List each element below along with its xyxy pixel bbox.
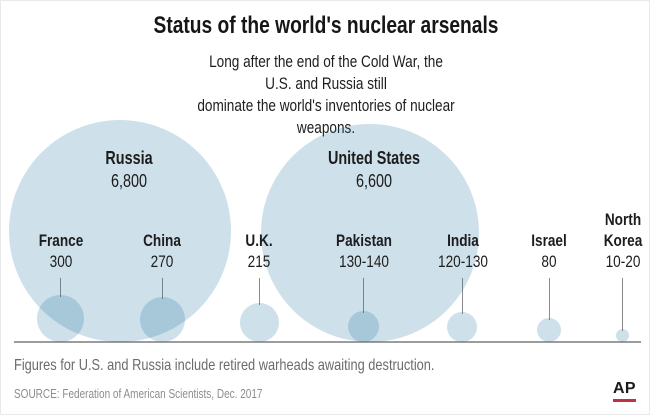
country-name-israel: Israel — [531, 231, 567, 250]
bubble-pakistan — [347, 311, 379, 342]
chart-title: Status of the world's nuclear arsenals — [153, 12, 499, 39]
bubble-israel — [537, 318, 561, 342]
label-france: France 300 — [39, 211, 84, 273]
label-india: India 120-130 — [438, 211, 488, 273]
bubble-united-states — [261, 124, 479, 342]
bubble-north-korea — [615, 329, 629, 342]
footnote: Figures for U.S. and Russia include reti… — [14, 357, 435, 374]
country-value-india: 120-130 — [438, 252, 488, 271]
leader-line-india — [462, 278, 463, 314]
country-value-russia: 6,800 — [110, 171, 148, 191]
bubble-france — [36, 295, 84, 342]
country-name-india: India — [447, 231, 479, 250]
label-north-korea: North Korea 10-20 — [603, 210, 643, 273]
label-china: China 270 — [143, 211, 181, 273]
country-value-israel: 80 — [541, 252, 557, 271]
country-value-france: 300 — [49, 252, 73, 271]
country-value-united-states: 6,600 — [355, 171, 393, 191]
country-value-pakistan: 130-140 — [339, 252, 389, 271]
country-name-pakistan: Pakistan — [336, 231, 392, 250]
leader-line-china — [162, 278, 163, 299]
country-name-china: China — [143, 231, 181, 250]
country-name-france: France — [38, 231, 84, 250]
bubble-russia — [9, 120, 231, 342]
label-united-states: United States 6,600 — [328, 147, 420, 193]
label-pakistan: Pakistan 130-140 — [336, 211, 392, 273]
leader-line-israel — [549, 278, 550, 320]
country-value-u-k: 215 — [247, 252, 271, 271]
country-value-china: 270 — [150, 252, 174, 271]
country-value-north-korea: 10-20 — [605, 252, 641, 271]
label-israel: Israel 80 — [531, 211, 567, 273]
country-name-russia: Russia — [105, 148, 153, 168]
bubble-india — [447, 312, 477, 342]
bubble-china — [139, 297, 185, 342]
country-name-united-states: United States — [327, 148, 421, 168]
leader-line-pakistan — [363, 278, 364, 313]
baseline-rule — [14, 341, 641, 343]
leader-line-u-k — [259, 278, 260, 305]
label-u-k: U.K. 215 — [245, 211, 272, 273]
source-credit: SOURCE: Federation of American Scientist… — [14, 387, 263, 401]
leader-line-france — [60, 278, 61, 297]
country-name-north-korea: North Korea — [603, 210, 643, 250]
leader-line-north-korea — [622, 278, 623, 331]
label-russia: Russia 6,800 — [105, 147, 152, 193]
country-name-u-k: U.K. — [245, 231, 273, 250]
bubble-u-k — [239, 303, 279, 342]
chart-subtitle: Long after the end of the Cold War, the … — [197, 52, 455, 137]
ap-logo: AP — [613, 380, 636, 402]
